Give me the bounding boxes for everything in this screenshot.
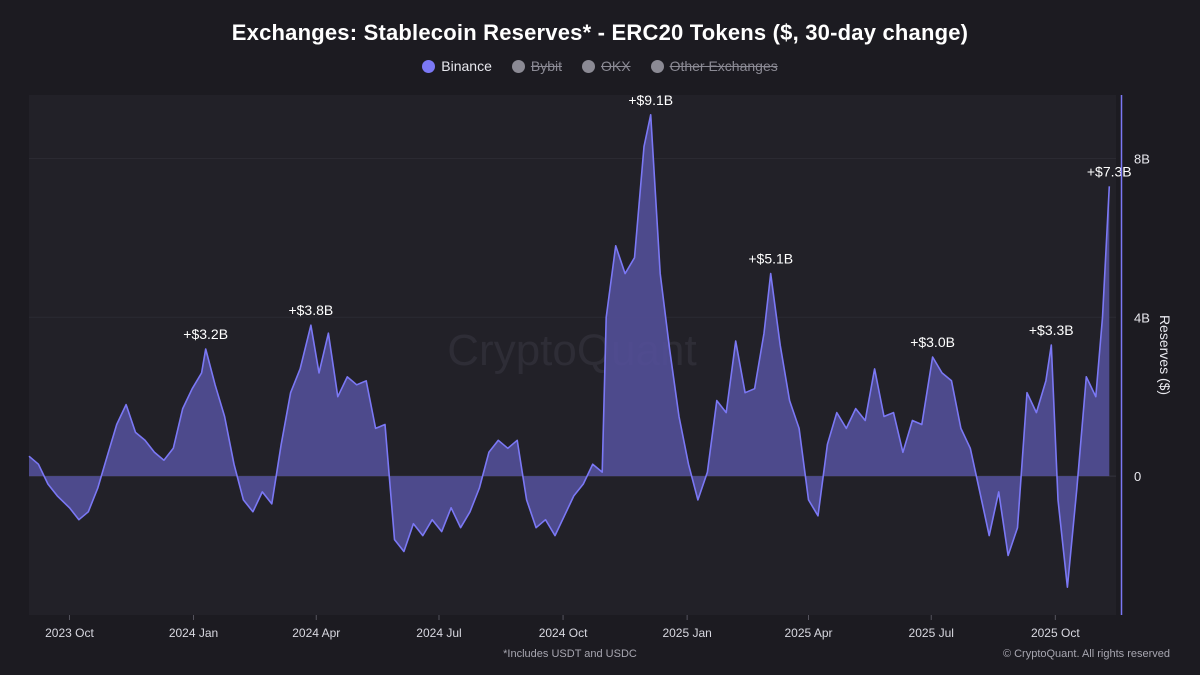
legend-item-bybit[interactable]: Bybit (511, 58, 562, 74)
annotation-label: +$3.0B (910, 334, 955, 350)
series-area-binance (28, 114, 1111, 588)
y-tick-label: 4B (1134, 310, 1150, 325)
legend-item-okx[interactable]: OKX (581, 58, 631, 74)
legend-label-binance: Binance (441, 58, 492, 74)
x-tick-label: 2024 Jan (169, 626, 218, 640)
x-tick-label: 2025 Jul (909, 626, 954, 640)
annotation-label: +$3.2B (183, 326, 228, 342)
plot-background (29, 95, 1116, 615)
annotations: +$3.2B +$3.8B +$9.1B +$5.1B +$3.0B +$3.3B +$7.… (183, 92, 1131, 350)
legend-dot-bybit (511, 59, 525, 73)
series-area-fill (29, 114, 1110, 588)
legend-item-binance[interactable]: Binance (422, 58, 492, 74)
legend-dot-other-exchanges (650, 59, 664, 73)
chart-title: Exchanges: Stablecoin Reserves* - ERC20 … (231, 20, 969, 45)
legend-dot-binance (422, 59, 436, 73)
y-axis: 0 4B 8B (1134, 152, 1150, 485)
x-tick-label: 2025 Apr (784, 626, 832, 640)
annotation-label: +$3.3B (1029, 322, 1074, 338)
x-tick-label: 2025 Jan (662, 626, 711, 640)
legend: Binance Bybit OKX Other Exchanges (0, 58, 1200, 74)
x-tick-label: 2024 Apr (292, 626, 340, 640)
legend-item-other-exchanges[interactable]: Other Exchanges (650, 58, 778, 74)
x-axis: 2023 Oct 2024 Jan 2024 Apr 2024 Jul 2024 Oct… (45, 615, 1080, 640)
x-tick-label: 2024 Jul (416, 626, 461, 640)
y-axis-label: Reserves ($) (1157, 315, 1173, 395)
legend-label-okx: OKX (600, 58, 631, 74)
x-tick-label: 2025 Oct (1031, 626, 1080, 640)
x-tick-label: 2023 Oct (45, 626, 94, 640)
annotation-label: +$3.8B (288, 302, 333, 318)
y-tick-label: 8B (1134, 152, 1150, 167)
copyright: © CryptoQuant. All rights reserved (1002, 648, 1170, 660)
annotation-label: +$7.3B (1087, 163, 1132, 179)
series-line-binance (28, 114, 1111, 588)
y-tick-label: 0 (1134, 469, 1141, 484)
footnote: *Includes USDT and USDC (503, 648, 637, 660)
annotation-label: +$9.1B (628, 92, 673, 108)
legend-label-bybit: Bybit (530, 58, 562, 74)
legend-label-other-exchanges: Other Exchanges (669, 58, 778, 74)
legend-dot-okx (581, 59, 595, 73)
annotation-label: +$5.1B (748, 251, 793, 267)
x-tick-label: 2024 Oct (539, 626, 588, 640)
